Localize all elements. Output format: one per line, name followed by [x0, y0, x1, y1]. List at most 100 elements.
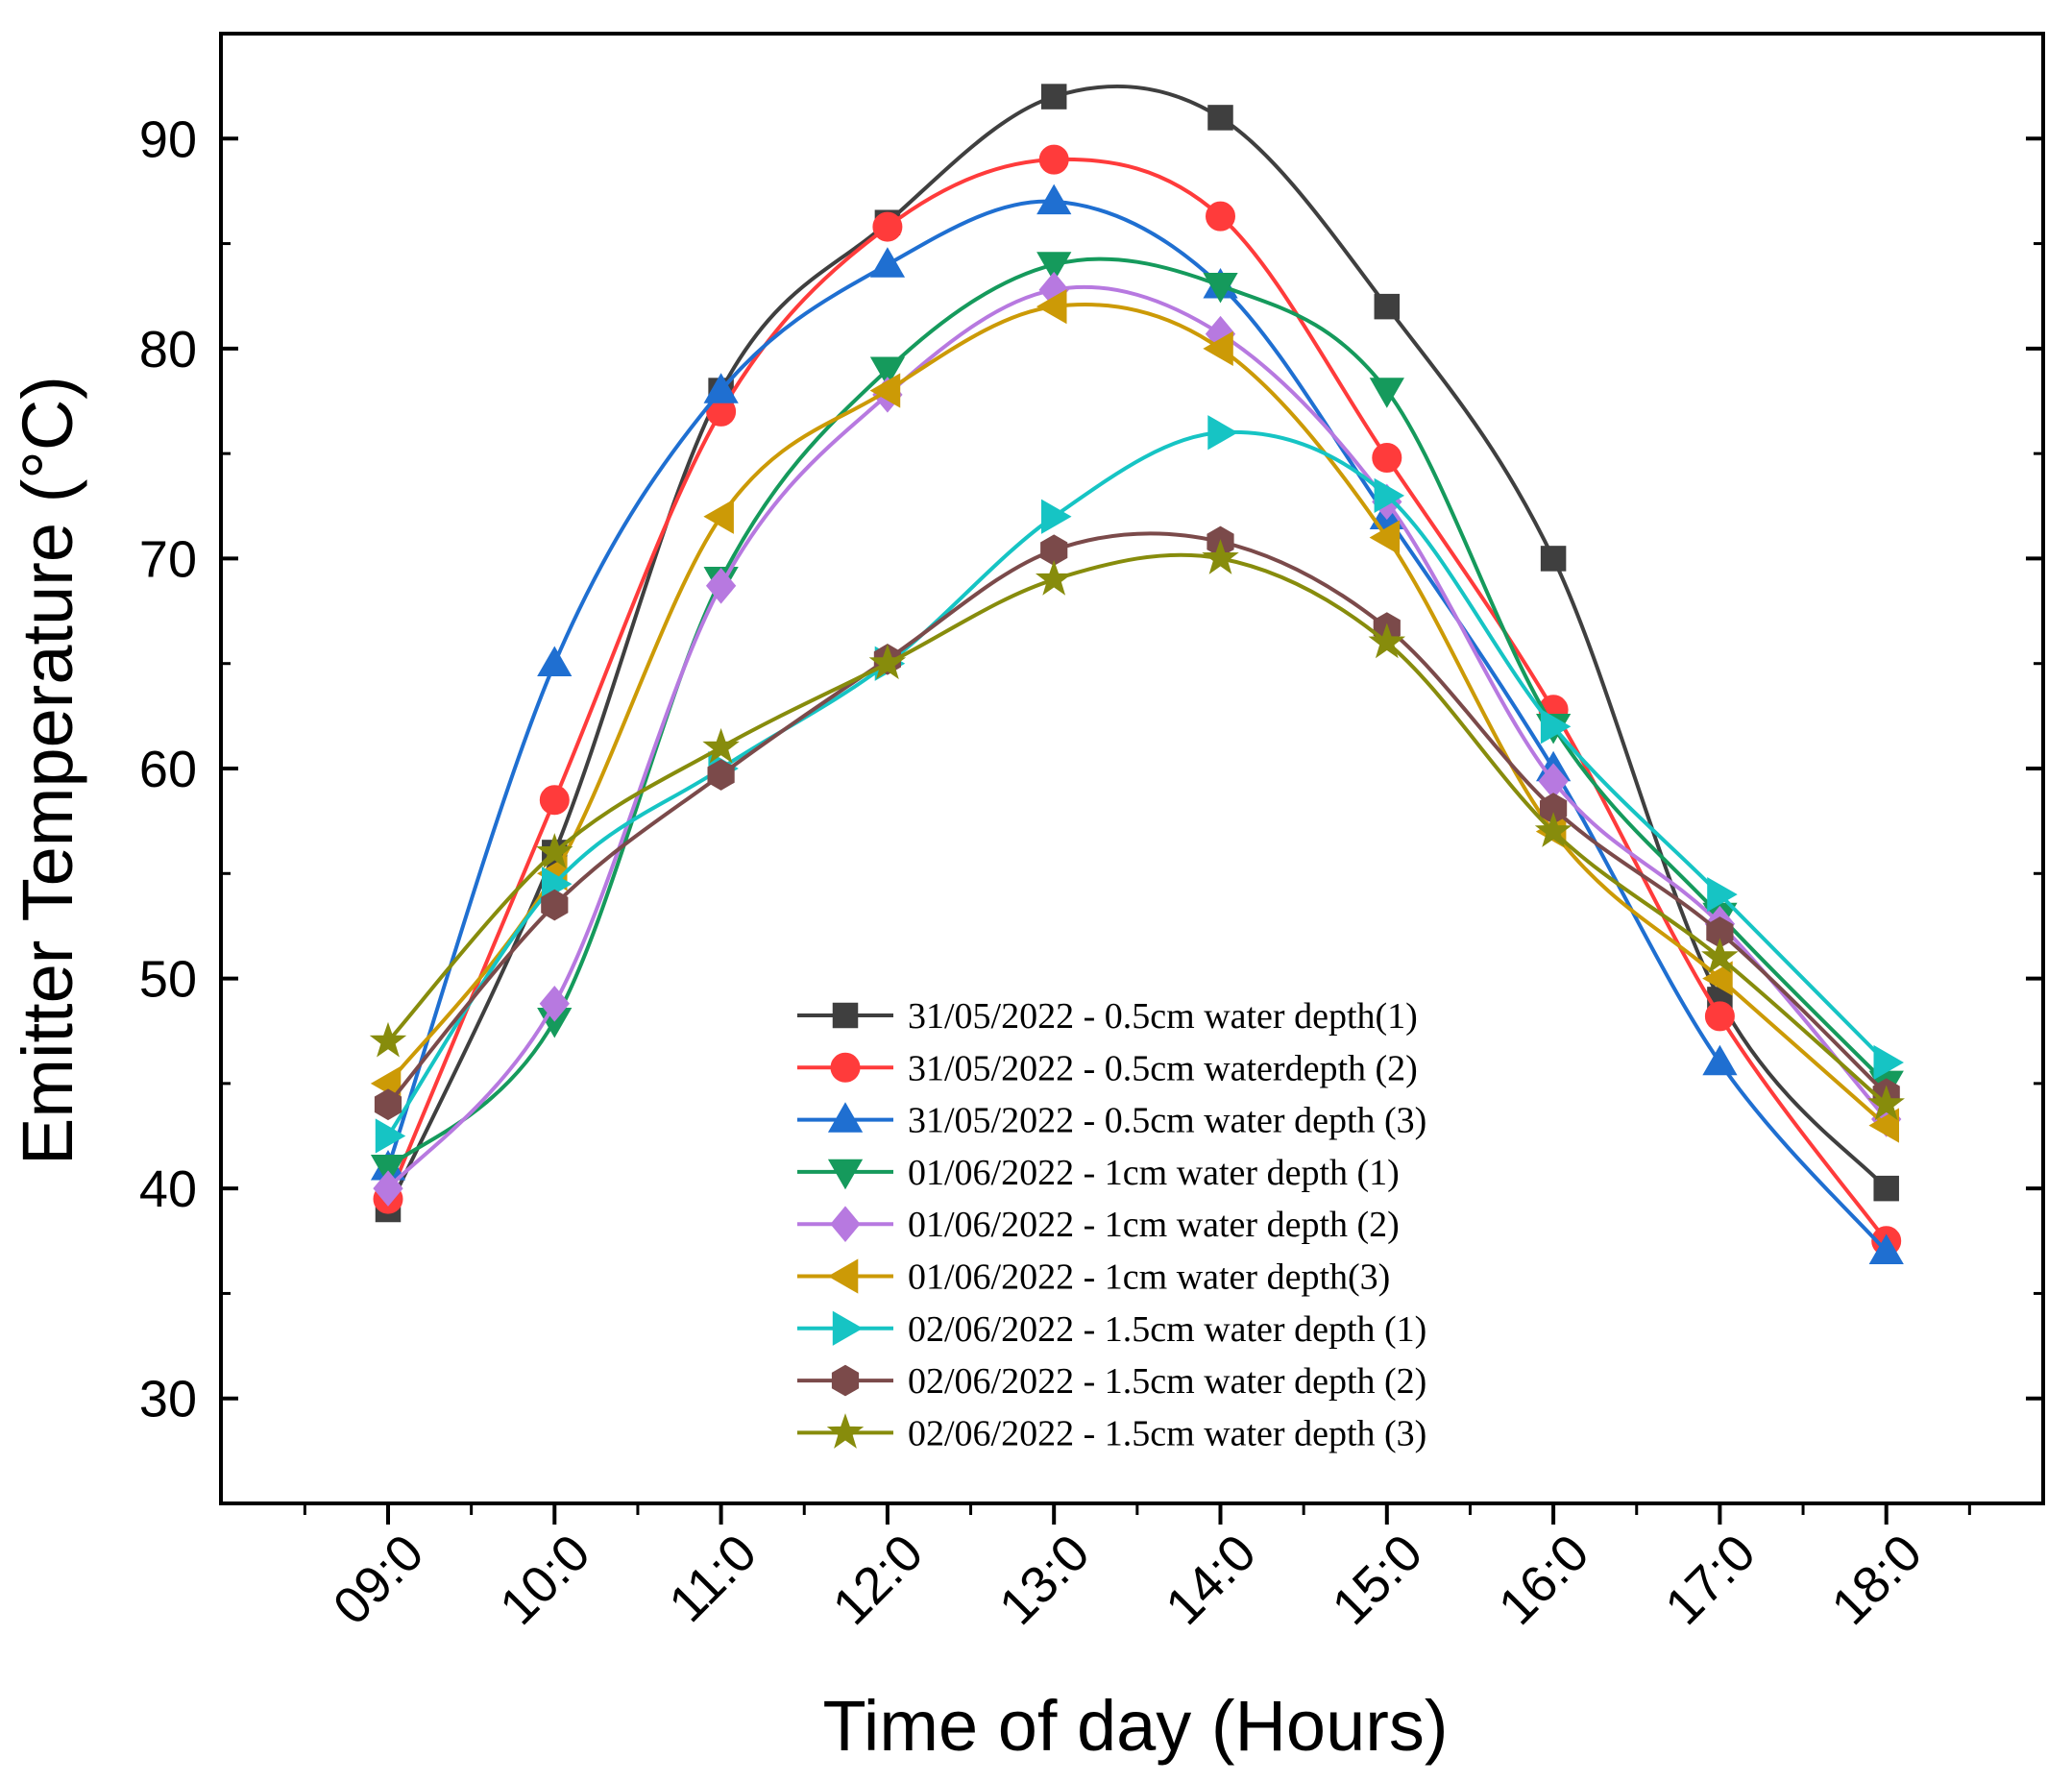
legend-label: 31/05/2022 - 0.5cm water depth(1) — [908, 996, 1418, 1037]
data-point — [869, 356, 906, 388]
legend-entry: 02/06/2022 - 1.5cm water depth (2) — [797, 1361, 1426, 1402]
data-point — [374, 1088, 402, 1121]
legend-marker — [827, 1258, 859, 1294]
legend-marker — [830, 1052, 861, 1083]
data-point — [1707, 877, 1738, 913]
data-point — [1534, 812, 1572, 847]
data-point — [868, 644, 907, 680]
data-point — [539, 986, 570, 1022]
data-point — [1206, 201, 1235, 232]
legend-entry: 01/06/2022 - 1cm water depth (1) — [797, 1153, 1400, 1193]
x-tick-label: 10:0 — [489, 1524, 601, 1636]
data-point — [1038, 144, 1069, 175]
data-point — [1540, 546, 1567, 572]
data-point — [1203, 273, 1238, 304]
data-point — [1372, 443, 1402, 474]
legend-marker — [827, 1159, 864, 1190]
data-point — [1701, 938, 1739, 974]
data-point — [1036, 252, 1072, 282]
data-point — [370, 1155, 406, 1185]
data-point — [702, 727, 740, 764]
legend-entry: 01/06/2022 - 1cm water depth (2) — [797, 1205, 1400, 1245]
data-point — [1374, 293, 1401, 320]
data-point — [1207, 105, 1233, 131]
data-point — [369, 1021, 407, 1058]
series-line — [386, 429, 1889, 1137]
legend-entry: 31/05/2022 - 0.5cm water depth(1) — [797, 996, 1418, 1037]
legend-label: 01/06/2022 - 1cm water depth(3) — [908, 1257, 1390, 1298]
series-9 — [369, 539, 1905, 1121]
x-tick-label: 12:0 — [822, 1524, 935, 1636]
x-tick-label: 09:0 — [323, 1524, 435, 1636]
y-tick-label: 30 — [139, 1371, 197, 1428]
y-tick-label: 80 — [139, 321, 197, 378]
data-point — [541, 889, 569, 921]
data-point — [869, 373, 901, 408]
legend-label: 02/06/2022 - 1.5cm water depth (1) — [908, 1309, 1426, 1350]
data-point — [1540, 709, 1572, 745]
legend-marker — [831, 1364, 860, 1397]
legend-entry: 02/06/2022 - 1.5cm water depth (3) — [797, 1413, 1426, 1453]
y-tick-label: 50 — [139, 951, 197, 1009]
legend-entry: 02/06/2022 - 1.5cm water depth (1) — [797, 1309, 1426, 1350]
x-tick-label: 16:0 — [1488, 1524, 1600, 1636]
legend-entry: 31/05/2022 - 0.5cm water depth (3) — [797, 1101, 1426, 1141]
series-line — [386, 199, 1889, 1254]
data-point — [869, 247, 906, 278]
y-tick-label: 60 — [139, 741, 197, 798]
data-point — [1036, 289, 1067, 325]
data-point — [1867, 1085, 1905, 1121]
legend-marker — [826, 1413, 865, 1449]
legend-label: 01/06/2022 - 1cm water depth (2) — [908, 1205, 1400, 1245]
data-point — [1873, 1175, 1899, 1202]
legend-label: 02/06/2022 - 1.5cm water depth (3) — [908, 1413, 1426, 1453]
x-tick-label: 18:0 — [1820, 1524, 1933, 1636]
data-point — [1369, 520, 1401, 555]
data-point — [1702, 1044, 1738, 1076]
data-point — [705, 568, 737, 604]
data-point — [1203, 330, 1233, 366]
legend: 31/05/2022 - 0.5cm water depth(1) 31/05/2… — [797, 996, 1426, 1453]
data-point — [1040, 84, 1067, 110]
data-point — [703, 499, 734, 534]
data-point — [703, 373, 739, 403]
x-axis-title: Time of day (Hours) — [822, 1686, 1448, 1766]
data-point — [375, 1118, 406, 1154]
data-point — [536, 833, 573, 868]
data-point — [872, 211, 903, 242]
data-point — [1041, 499, 1072, 534]
x-tick-label: 13:0 — [988, 1524, 1101, 1636]
x-tick-label: 17:0 — [1654, 1524, 1767, 1636]
legend-entry: 31/05/2022 - 0.5cm waterdepth (2) — [797, 1048, 1418, 1088]
data-point — [1036, 183, 1072, 215]
legend-marker — [832, 1310, 864, 1346]
data-point — [1873, 1044, 1905, 1081]
data-point — [1704, 1001, 1735, 1032]
series-line — [386, 84, 1889, 1210]
legend-entry: 01/06/2022 - 1cm water depth(3) — [797, 1257, 1390, 1298]
legend-marker — [827, 1102, 864, 1133]
data-point — [1868, 1108, 1899, 1143]
x-tick-label: 14:0 — [1155, 1524, 1267, 1636]
y-tick-label: 90 — [139, 110, 197, 168]
data-point — [1374, 477, 1405, 513]
x-tick-label: 15:0 — [1322, 1524, 1434, 1636]
data-point — [1868, 1233, 1904, 1264]
data-point — [1035, 559, 1073, 596]
series-line — [386, 303, 1889, 1128]
series-line — [386, 552, 1889, 1107]
data-point — [373, 1170, 403, 1207]
legend-marker — [830, 1206, 861, 1242]
legend-label: 31/05/2022 - 0.5cm water depth (3) — [908, 1101, 1426, 1141]
legend-label: 02/06/2022 - 1.5cm water depth (2) — [908, 1361, 1426, 1402]
data-point — [1368, 622, 1406, 659]
data-point — [1207, 415, 1238, 451]
data-point — [1702, 961, 1733, 996]
data-point — [1202, 539, 1239, 574]
x-tick-label: 11:0 — [658, 1524, 768, 1633]
legend-label: 31/05/2022 - 0.5cm waterdepth (2) — [908, 1048, 1418, 1088]
y-tick-label: 70 — [139, 530, 197, 588]
y-axis-title: Emitter Temperature (°C) — [8, 376, 87, 1165]
data-point — [707, 759, 735, 791]
